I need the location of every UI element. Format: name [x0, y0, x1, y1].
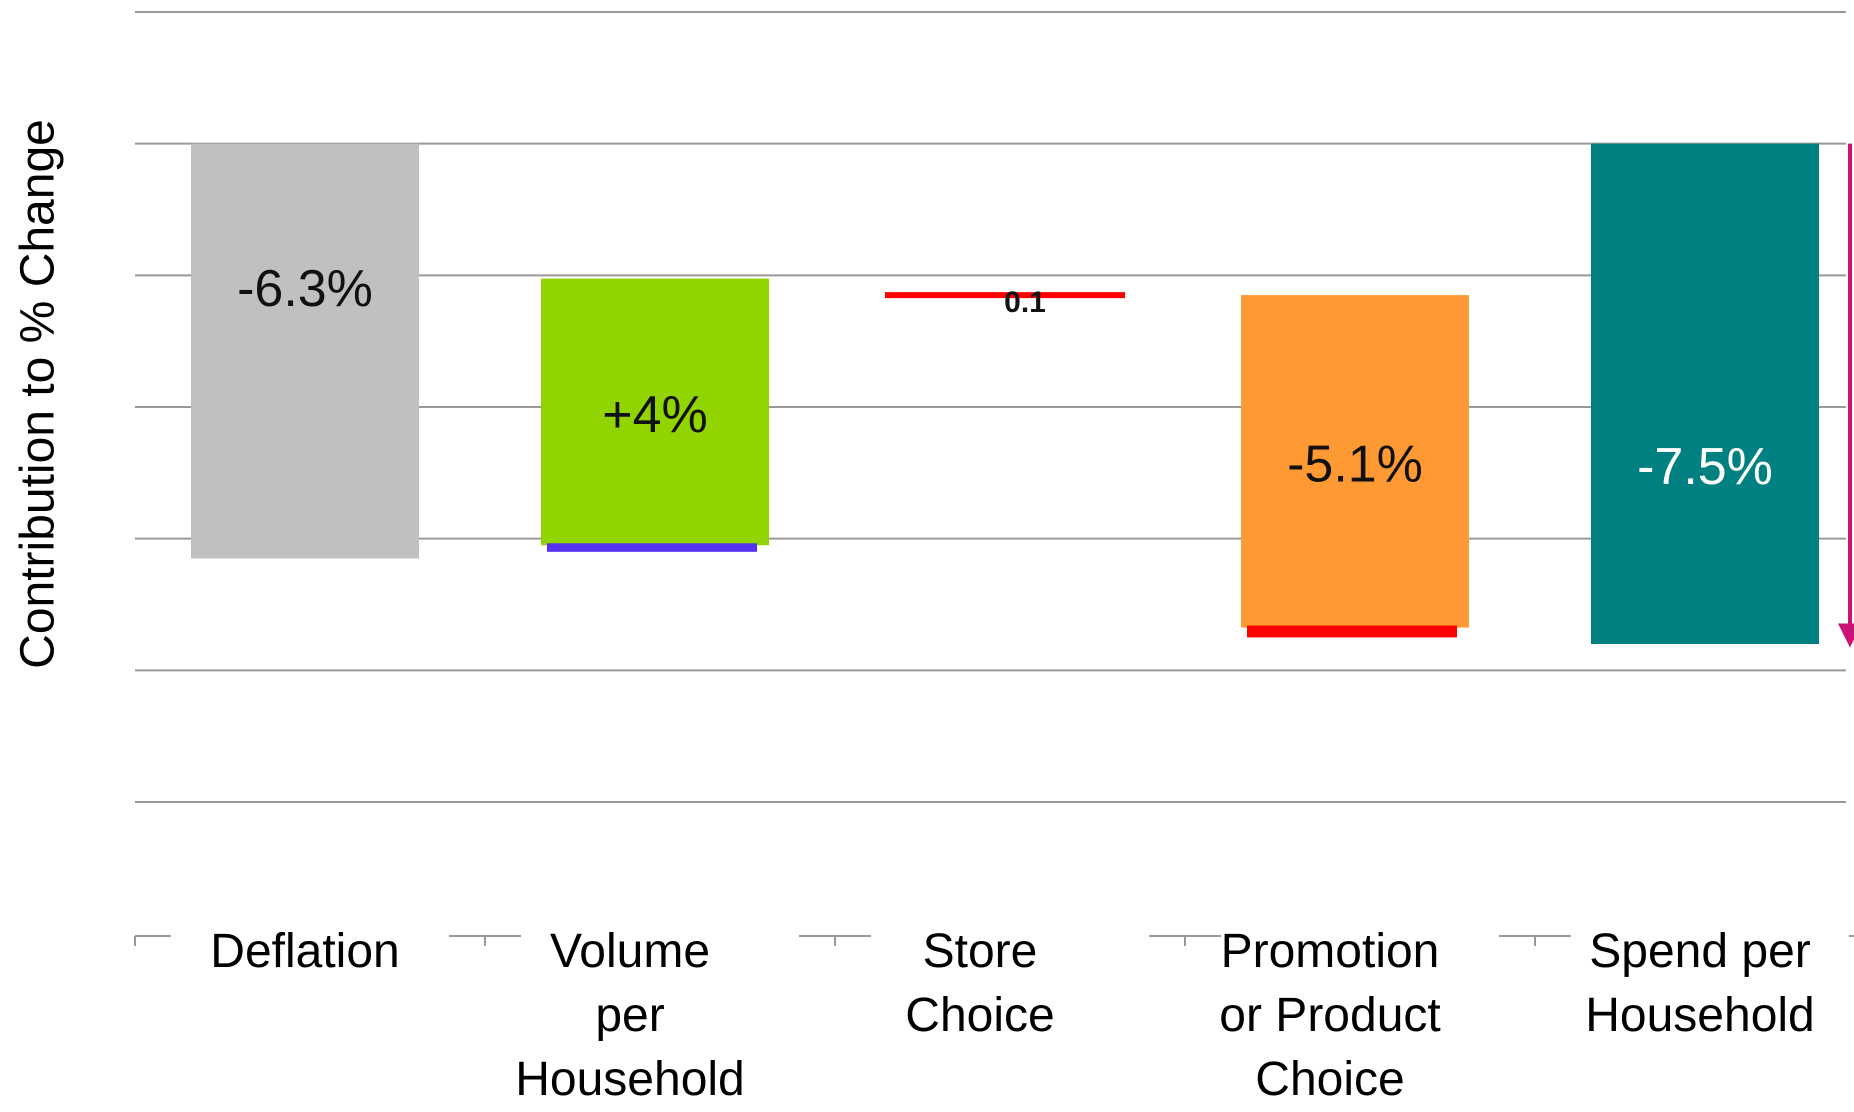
bar	[541, 278, 769, 546]
data-label: -5.1%	[1287, 435, 1423, 493]
bar	[1241, 295, 1469, 628]
category-label: Store Choice	[905, 925, 1055, 1042]
data-label: -7.5%	[1637, 438, 1773, 496]
category-label: Spend per Household	[1585, 925, 1815, 1042]
data-label: -6.3%	[237, 260, 373, 318]
category-label: Volume per Household	[515, 925, 745, 1106]
category-label: Deflation	[210, 925, 400, 978]
data-label: 0.1	[1004, 286, 1046, 319]
data-label: +4%	[602, 386, 708, 444]
y-axis-label: Contribution to % Change	[11, 119, 65, 669]
change-arrow-head	[1838, 623, 1854, 648]
bar-cap	[547, 543, 757, 552]
bar-cap	[1247, 625, 1457, 638]
bar	[1591, 143, 1819, 644]
bar	[191, 143, 419, 559]
category-label: Promotion or Product Choice	[1219, 925, 1441, 1106]
